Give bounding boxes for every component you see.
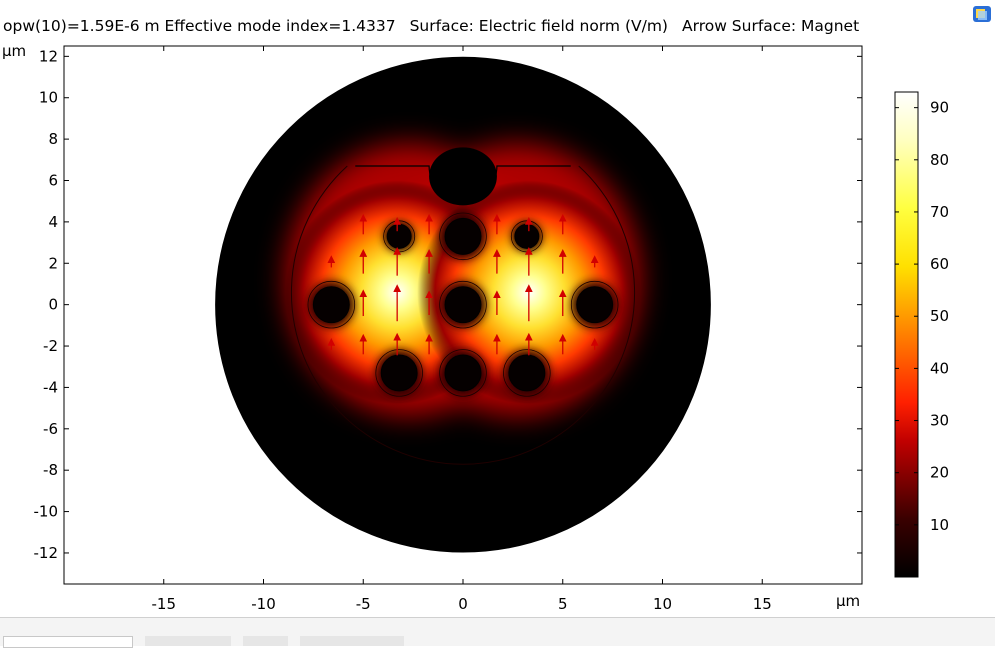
colorbar-gradient (894, 91, 919, 578)
y-tick-label: 8 (48, 130, 58, 148)
air-hole (386, 223, 412, 249)
air-hole (576, 286, 614, 324)
status-field[interactable] (3, 636, 133, 648)
air-hole (514, 223, 540, 249)
field-heatmap (215, 57, 711, 553)
x-tick-label: 15 (753, 595, 772, 613)
y-tick-label: 2 (48, 254, 58, 272)
y-tick-label: 0 (48, 296, 58, 314)
y-tick-label: -8 (43, 461, 58, 479)
y-tick-label: 12 (39, 47, 58, 65)
title-part-3: Arrow Surface: Magnet (681, 17, 860, 35)
status-tab[interactable] (145, 636, 231, 646)
y-axis-label: μm (2, 42, 26, 60)
x-tick-label: -15 (152, 595, 177, 613)
geometry-outlines (215, 56, 711, 553)
air-hole (444, 286, 482, 324)
colorbar-tick-label: 90 (930, 99, 949, 117)
x-tick-label: 5 (558, 595, 568, 613)
y-tick-label: 10 (39, 89, 58, 107)
air-hole (508, 354, 546, 392)
air-hole-ring (439, 280, 487, 329)
x-tick-label: 10 (653, 595, 672, 613)
outer-circle (215, 56, 711, 553)
colorbar-tick-label: 70 (930, 203, 949, 221)
colorbar-tick-label: 60 (930, 255, 949, 273)
air-hole (444, 217, 482, 255)
arrow-field (327, 213, 599, 356)
y-tick-label: -2 (43, 337, 58, 355)
air-hole-ring (439, 349, 487, 397)
air-hole-ring (439, 212, 487, 261)
y-tick-label: -4 (43, 378, 58, 396)
x-tick-label: 0 (458, 595, 468, 613)
y-tick-label: -10 (34, 503, 59, 521)
x-tick-label: -10 (251, 595, 276, 613)
colorbar-tick-label: 40 (930, 359, 949, 377)
plot-title: opw(10)=1.59E-6 m Effective mode index=1… (0, 16, 995, 38)
y-tick-label: 6 (48, 172, 58, 190)
air-hole (444, 354, 482, 392)
x-tick-label: -5 (356, 595, 371, 613)
colorbar-tick-label: 20 (930, 464, 949, 482)
air-hole (312, 286, 350, 324)
status-bar (0, 617, 995, 648)
y-axis: 12 10 8 6 4 2 0 -2 -4 -6 -8 -10 -12 (34, 47, 862, 562)
y-tick-label: -12 (34, 544, 59, 562)
colorbar-tick-label: 50 (930, 307, 949, 325)
colorbar-tick-label: 80 (930, 151, 949, 169)
x-axis-label: μm (836, 592, 860, 610)
status-tab[interactable] (300, 636, 404, 646)
y-tick-label: 4 (48, 213, 58, 231)
colorbar-tick-label: 10 (930, 516, 949, 534)
air-hole-ring (307, 280, 356, 329)
air-hole-ring (570, 280, 619, 329)
y-tick-label: -6 (43, 420, 58, 438)
air-hole-ring (375, 349, 423, 397)
top-notch (355, 165, 571, 201)
air-hole-ring (503, 349, 551, 397)
title-part-2: Surface: Electric field norm (V/m) (409, 17, 668, 35)
notch-dark (429, 147, 497, 206)
x-axis: -15 -10 -5 0 5 10 15 (152, 46, 772, 613)
title-part-1: opw(10)=1.59E-6 m Effective mode index=1… (3, 17, 396, 35)
colorbar: 90 80 70 60 50 40 30 20 10 (894, 91, 949, 578)
status-tab[interactable] (243, 636, 288, 646)
core-boundary (290, 165, 636, 465)
window-icon[interactable] (971, 4, 993, 24)
colorbar-tick-label: 30 (930, 412, 949, 430)
air-hole (380, 354, 418, 392)
